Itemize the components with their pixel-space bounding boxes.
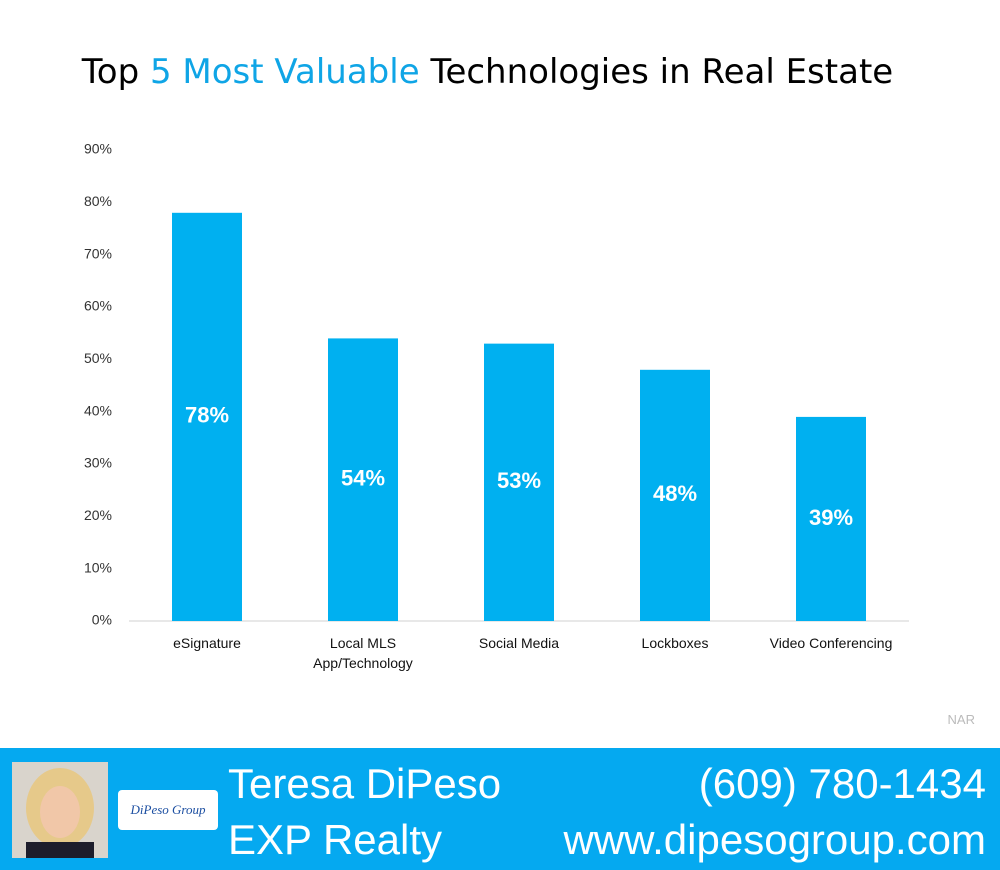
y-tick-label: 30% [84,455,112,471]
bar [796,416,866,621]
logo: DiPeso Group [118,790,218,830]
y-tick-label: 80% [84,193,112,209]
value-label: 39% [809,505,853,530]
source: NAR [947,712,975,727]
value-label: 78% [185,403,229,428]
website: www.dipesogroup.com [563,816,986,863]
bar [172,212,242,622]
agent-name: Teresa DiPeso [228,760,502,807]
photo-drawing [26,768,94,858]
footer: DiPeso Group Teresa DiPeso EXP Realty (6… [0,748,1000,870]
bar [640,369,710,621]
value-label: 48% [653,481,697,506]
x-tick-label: Video Conferencing [769,635,893,651]
company: EXP Realty [228,816,442,863]
title-highlight: 5 Most Valuable [149,52,420,92]
title-suffix: Technologies in Real Estate [430,52,894,92]
y-tick-label: 20% [84,507,112,523]
y-tick-label: 60% [84,298,112,314]
title-prefix: Top [81,52,140,92]
value-label: 54% [341,466,385,491]
chart-title: Top 5 Most Valuable Technologies in Real… [0,52,975,92]
y-tick-label: 0% [92,612,112,628]
chart: 0% 10% 20% 30% 40% 50% 60% 70% 80% 90% 78% 54% 53% 48… [84,141,909,628]
y-tick-label: 90% [84,141,112,157]
y-tick-label: 50% [84,350,112,366]
agent-photo [12,762,108,858]
x-tick-label: Lockboxes [641,635,709,651]
x-tick-label: Social Media [478,635,560,651]
bar [484,343,554,621]
y-tick-label: 70% [84,245,112,261]
y-tick-label: 40% [84,402,112,418]
x-tick-label: eSignature [173,635,241,651]
x-tick-label: Local MLS App/Technology [313,635,413,671]
value-label: 53% [497,468,541,493]
bar [328,338,398,621]
phone: (609) 780-1434 [698,760,986,807]
y-tick-label: 10% [84,559,112,575]
